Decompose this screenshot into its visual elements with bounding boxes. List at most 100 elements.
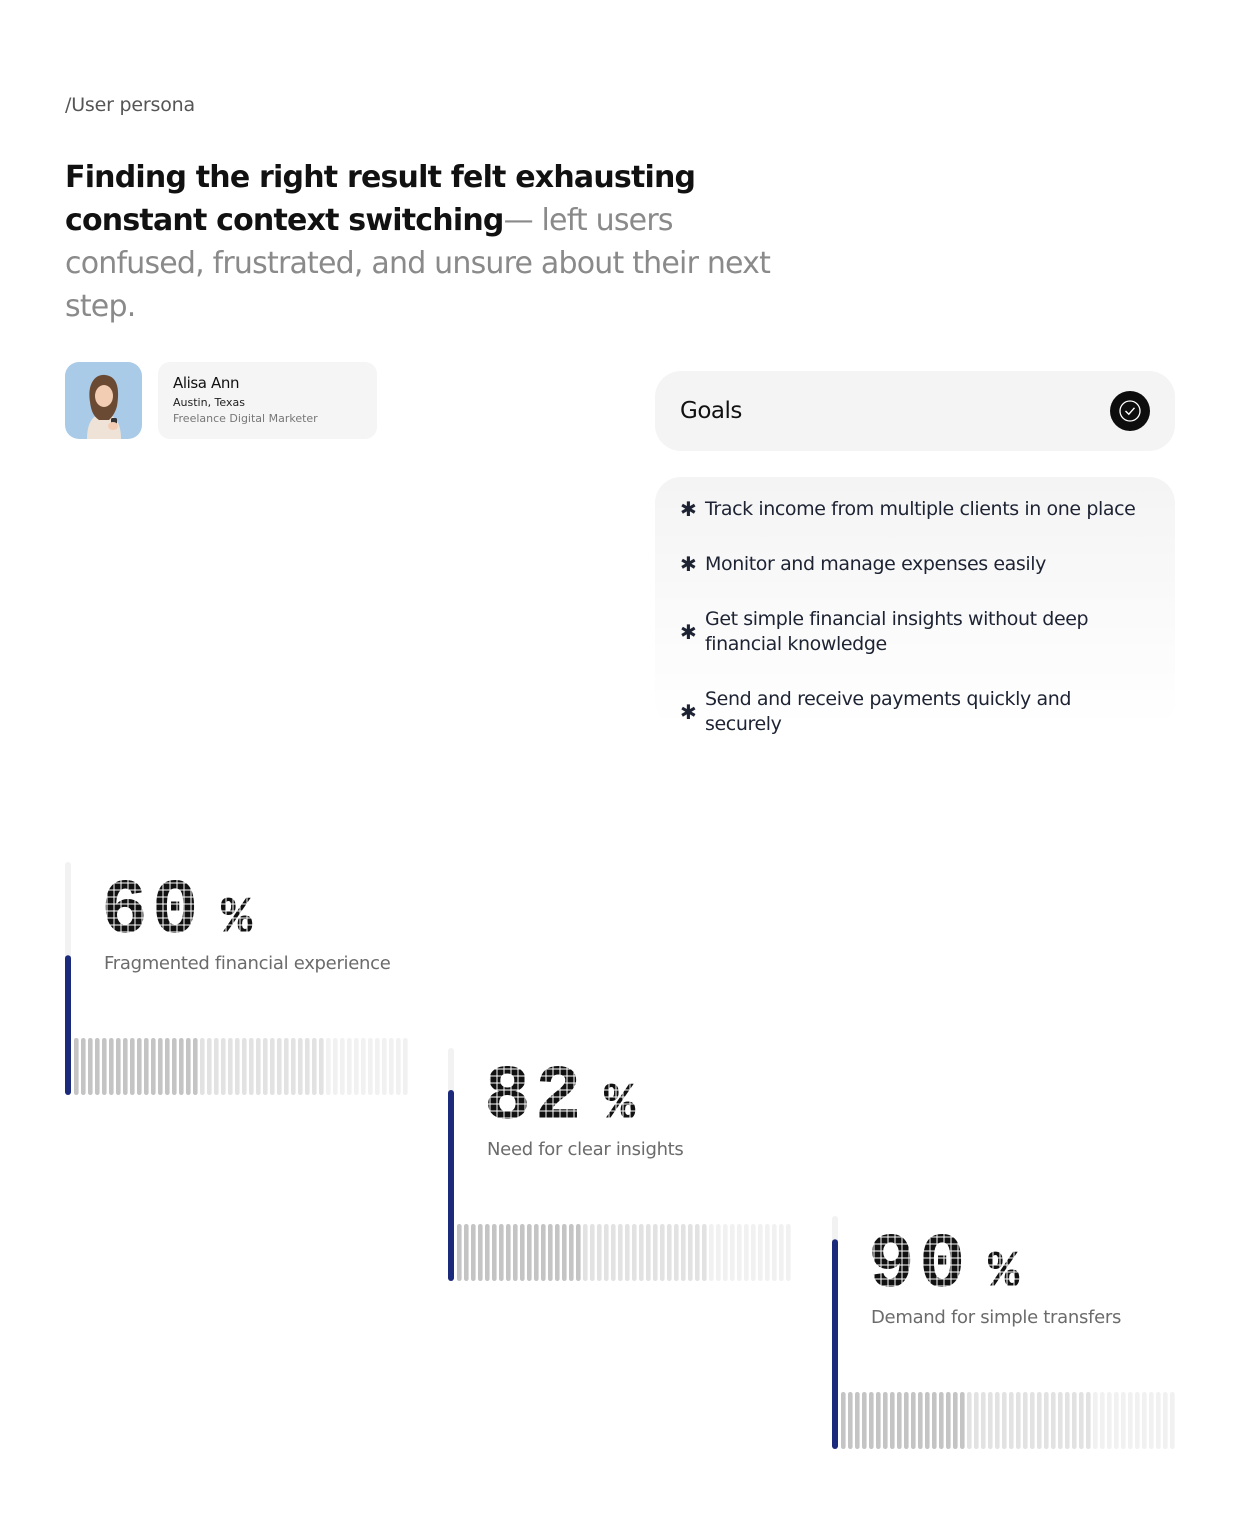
goal-item: ✱ Track income from multiple clients in o… (680, 497, 1150, 522)
stripe (1065, 1392, 1070, 1449)
stripe (1114, 1392, 1119, 1449)
goal-text: Get simple financial insights without de… (705, 608, 1089, 655)
persona-role: Freelance Digital Marketer (173, 412, 318, 425)
stripe (312, 1038, 317, 1095)
stripe (1121, 1392, 1126, 1449)
stat-block: 60 % Fragmented financial experience (65, 862, 408, 1095)
stat-value: 60 (101, 868, 203, 956)
persona-location: Austin, Texas (173, 396, 245, 409)
stripe (186, 1038, 191, 1095)
stripe (1016, 1392, 1021, 1449)
persona-card: Alisa Ann Austin, Texas Freelance Digita… (158, 362, 377, 439)
stripe (242, 1038, 247, 1095)
stripe (974, 1392, 979, 1449)
stripe (946, 1392, 951, 1449)
stripe (569, 1224, 574, 1281)
stripe (200, 1038, 205, 1095)
stripe (918, 1392, 923, 1449)
goal-item: ✱ Send and receive payments quickly and s… (680, 687, 1150, 737)
stripe (695, 1224, 700, 1281)
stripe (499, 1224, 504, 1281)
stripe (193, 1038, 198, 1095)
goals-header: Goals (655, 371, 1175, 451)
stripe (709, 1224, 714, 1281)
stripe (848, 1392, 853, 1449)
stripe (326, 1038, 331, 1095)
stat-caption: Fragmented financial experience (104, 953, 391, 974)
stripe (527, 1224, 532, 1281)
stripe (123, 1038, 128, 1095)
stripe (772, 1224, 777, 1281)
stripe (158, 1038, 163, 1095)
stripe (389, 1038, 394, 1095)
stripe (1023, 1392, 1028, 1449)
stripe (758, 1224, 763, 1281)
stripe (235, 1038, 240, 1095)
stripe (81, 1038, 86, 1095)
stripe (981, 1392, 986, 1449)
stripe (513, 1224, 518, 1281)
stripe (506, 1224, 511, 1281)
stripe (779, 1224, 784, 1281)
stripe (368, 1038, 373, 1095)
stripe (298, 1038, 303, 1095)
stripe (953, 1392, 958, 1449)
stripe (590, 1224, 595, 1281)
stripe (660, 1224, 665, 1281)
stripe (485, 1224, 490, 1281)
bullet: ✱ (680, 497, 697, 521)
stripe (207, 1038, 212, 1095)
stripe (1072, 1392, 1077, 1449)
stripe (723, 1224, 728, 1281)
avatar-image (65, 362, 142, 439)
stripe (347, 1038, 352, 1095)
stripe (214, 1038, 219, 1095)
stripe (1051, 1392, 1056, 1449)
stripe (88, 1038, 93, 1095)
stripe (702, 1224, 707, 1281)
stripe (541, 1224, 546, 1281)
stripe (897, 1392, 902, 1449)
stripe (611, 1224, 616, 1281)
stat-block: 90 % Demand for simple transfers (832, 1216, 1175, 1449)
stripe (911, 1392, 916, 1449)
stripe (737, 1224, 742, 1281)
stripe (988, 1392, 993, 1449)
stripe (1037, 1392, 1042, 1449)
stripe (883, 1392, 888, 1449)
stripe (904, 1392, 909, 1449)
stripe (361, 1038, 366, 1095)
stripe (1030, 1392, 1035, 1449)
stripe (263, 1038, 268, 1095)
stat-caption: Demand for simple transfers (871, 1307, 1121, 1328)
stripe (471, 1224, 476, 1281)
stat-value: 82 (484, 1054, 586, 1142)
stripe (632, 1224, 637, 1281)
stripe (646, 1224, 651, 1281)
stripe (492, 1224, 497, 1281)
avatar (65, 362, 142, 439)
stat-unit: % (221, 889, 253, 948)
stripe (151, 1038, 156, 1095)
goal-text: Monitor and manage expenses easily (705, 553, 1047, 575)
stripe (604, 1224, 609, 1281)
stat-unit: % (604, 1075, 636, 1134)
stripe (382, 1038, 387, 1095)
headline-strong: Finding the right result felt exhausting… (65, 160, 696, 238)
stripe (555, 1224, 560, 1281)
stripe (172, 1038, 177, 1095)
stripe (1149, 1392, 1154, 1449)
bullet: ✱ (680, 619, 697, 644)
stripe (520, 1224, 525, 1281)
stripe (270, 1038, 275, 1095)
stripe (562, 1224, 567, 1281)
headline: Finding the right result felt exhausting… (65, 156, 805, 328)
stripe (291, 1038, 296, 1095)
stripe (179, 1038, 184, 1095)
check-icon (1110, 391, 1150, 431)
stripe (221, 1038, 226, 1095)
stripe (939, 1392, 944, 1449)
stripe (130, 1038, 135, 1095)
